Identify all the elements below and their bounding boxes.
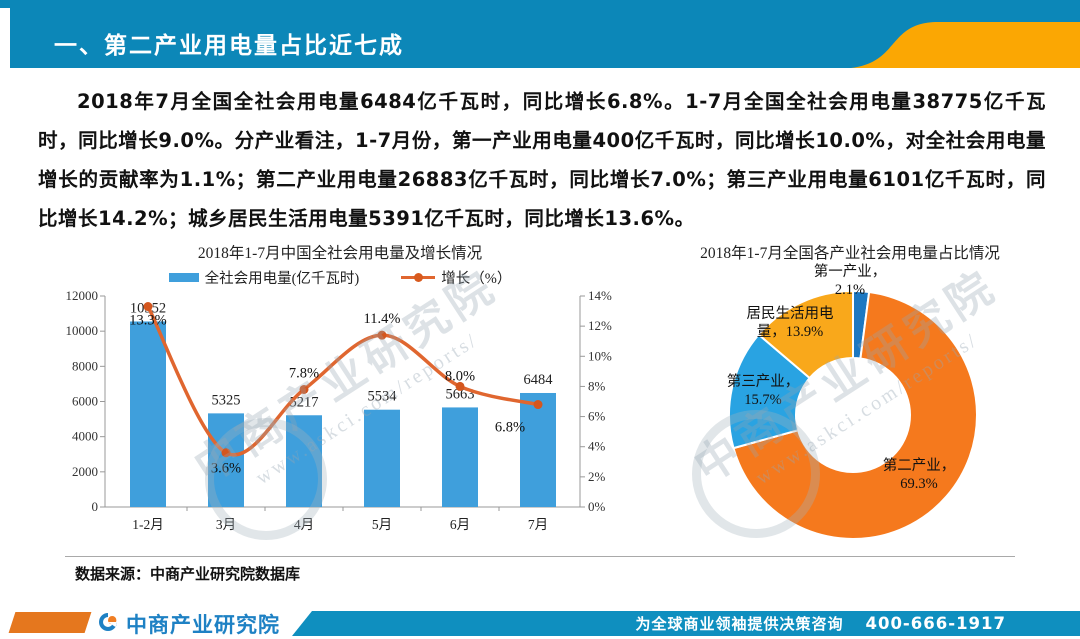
donut-slice-label: 第二产业， 69.3% bbox=[882, 458, 956, 492]
svg-text:6.8%: 6.8% bbox=[495, 420, 525, 436]
svg-text:10000: 10000 bbox=[66, 323, 99, 338]
header-banner: 一、第二产业用电量占比近七成 bbox=[0, 0, 1080, 68]
svg-text:5325: 5325 bbox=[212, 392, 241, 408]
svg-text:5月: 5月 bbox=[372, 517, 392, 532]
svg-text:8000: 8000 bbox=[72, 358, 98, 373]
svg-text:1-2月: 1-2月 bbox=[132, 517, 164, 532]
bar-line-chart: 2018年1-7月中国全社会用电量及增长情况 全社会用电量(亿千瓦时) 增长（%… bbox=[60, 244, 620, 544]
brand-name: 中商产业研究院 bbox=[126, 613, 280, 637]
svg-text:8%: 8% bbox=[588, 378, 606, 393]
bar-chart-title: 2018年1-7月中国全社会用电量及增长情况 bbox=[197, 245, 483, 262]
svg-text:4%: 4% bbox=[588, 439, 606, 454]
svg-text:12%: 12% bbox=[588, 318, 612, 333]
svg-text:7月: 7月 bbox=[528, 517, 548, 532]
footer-info-bar: 为全球商业领袖提供决策咨询 400-666-1917 bbox=[292, 611, 1080, 636]
page-title: 一、第二产业用电量占比近七成 bbox=[54, 33, 404, 59]
footer-phone: 400-666-1917 bbox=[865, 614, 1006, 633]
legend-item-consumption: 全社会用电量(亿千瓦时) bbox=[168, 267, 360, 288]
bar-swatch-icon bbox=[168, 272, 199, 282]
donut-chart: 2018年1-7月全国各产业社会用电量占比情况 第一产业， 2.1% 第二产业， 69… bbox=[640, 244, 1060, 564]
svg-text:4月: 4月 bbox=[294, 517, 314, 532]
header-swoosh-shape bbox=[851, 22, 1080, 68]
donut-chart-canvas bbox=[728, 289, 978, 540]
svg-text:3.6%: 3.6% bbox=[211, 461, 241, 477]
footer-slogan: 为全球商业领袖提供决策咨询 bbox=[635, 615, 844, 633]
svg-text:7.8%: 7.8% bbox=[289, 365, 319, 381]
donut-slice-label: 居民生活用电 量，13.9% bbox=[746, 306, 834, 340]
svg-text:5534: 5534 bbox=[368, 389, 398, 405]
donut-chart-title: 2018年1-7月全国各产业社会用电量占比情况 bbox=[700, 245, 1000, 262]
svg-text:14%: 14% bbox=[588, 288, 612, 303]
svg-text:6月: 6月 bbox=[450, 517, 470, 532]
legend-label-consumption: 全社会用电量(亿千瓦时) bbox=[204, 270, 360, 287]
data-source-label: 数据来源：中商产业研究院数据库 bbox=[75, 565, 301, 583]
svg-text:12000: 12000 bbox=[66, 288, 99, 303]
summary-paragraph: 2018年7月全国全社会用电量6484亿千瓦时，同比增长6.8%。1-7月全国全… bbox=[38, 90, 1046, 230]
svg-text:0: 0 bbox=[92, 499, 99, 514]
svg-text:2%: 2% bbox=[588, 469, 606, 484]
footer-accent-bar bbox=[8, 612, 92, 633]
svg-text:10%: 10% bbox=[588, 348, 612, 363]
svg-text:4000: 4000 bbox=[72, 429, 98, 444]
header-left-notch bbox=[0, 8, 10, 68]
svg-text:8.0%: 8.0% bbox=[445, 368, 475, 384]
source-divider bbox=[65, 556, 1015, 557]
svg-text:3月: 3月 bbox=[216, 517, 236, 532]
donut-slice-label: 第一产业， 2.1% bbox=[813, 264, 887, 298]
donut-slice-label: 第三产业， 15.7% bbox=[726, 374, 800, 408]
legend-item-growth: 增长（%） bbox=[401, 267, 511, 288]
svg-text:6%: 6% bbox=[588, 409, 606, 424]
legend-label-growth: 增长（%） bbox=[441, 270, 512, 287]
svg-text:11.4%: 11.4% bbox=[364, 311, 401, 327]
svg-text:0%: 0% bbox=[588, 499, 606, 514]
bar-chart-legend: 全社会用电量(亿千瓦时) 增长（%） bbox=[60, 264, 620, 290]
svg-text:2000: 2000 bbox=[72, 464, 98, 479]
svg-text:6000: 6000 bbox=[72, 394, 98, 409]
svg-text:13.3%: 13.3% bbox=[129, 313, 166, 329]
askci-logo-icon bbox=[99, 613, 118, 631]
line-swatch-icon bbox=[401, 272, 436, 282]
bar-line-chart-canvas: 0 2000 4000 6000 8000 10000 12000 0% 2% 4% 6% 8% 10%… bbox=[66, 288, 613, 532]
svg-text:6484: 6484 bbox=[524, 372, 554, 388]
